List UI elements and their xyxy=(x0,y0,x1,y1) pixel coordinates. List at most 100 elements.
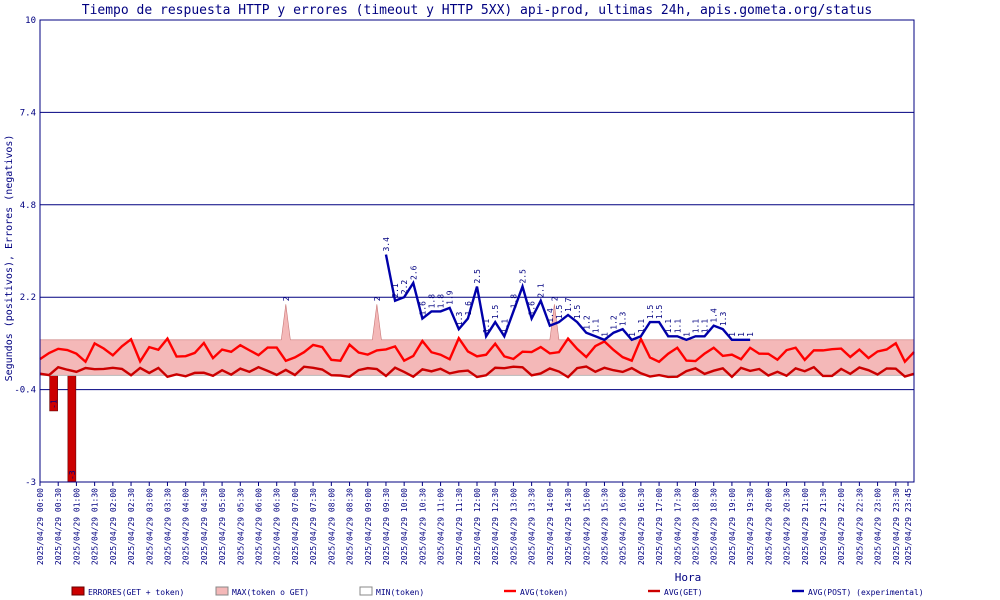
x-tick-label: 2025/04/29 07:30 xyxy=(309,488,318,565)
grid-lines xyxy=(40,111,914,391)
y-tick-label: 2.2 xyxy=(20,293,36,303)
post-data-label: 2.6 xyxy=(409,265,418,280)
post-data-label: 2.5 xyxy=(519,269,528,284)
avg-post-line xyxy=(384,254,751,342)
y-tick-label: -0.4 xyxy=(14,386,36,396)
post-data-label: 1.3 xyxy=(719,312,728,327)
avg-token-line xyxy=(39,335,915,364)
x-tick-label: 2025/04/29 12:30 xyxy=(491,488,500,565)
post-data-label: 1.1 xyxy=(637,319,646,334)
legend-swatch xyxy=(215,586,229,596)
x-tick-label: 2025/04/29 08:00 xyxy=(327,488,336,565)
post-data-label: 1.4 xyxy=(546,308,555,323)
x-tick-label: 2025/04/29 04:00 xyxy=(182,488,191,565)
max-area-fill xyxy=(39,304,915,376)
y-ticks: 10 7.4 4.8 2.2 -0.4 -3 xyxy=(14,16,36,488)
post-data-label: 1.2 xyxy=(610,315,619,330)
post-data-label: 1.7 xyxy=(564,297,573,312)
x-tick-label: 2025/04/29 10:30 xyxy=(418,488,427,565)
post-data-label: 1.6 xyxy=(418,301,427,316)
x-tick-label: 2025/04/29 13:00 xyxy=(509,488,518,565)
post-data-label: 1.2 xyxy=(582,315,591,330)
legend-label: ERRORES(GET + token) xyxy=(88,588,184,597)
post-data-label: 1.6 xyxy=(528,301,537,316)
x-tick-label: 2025/04/29 15:30 xyxy=(600,488,609,565)
x-tick-label: 2025/04/29 06:00 xyxy=(255,488,264,565)
post-data-label: 1.1 xyxy=(701,319,710,334)
post-data-label: 1.5 xyxy=(646,304,655,319)
legend-label: MIN(token) xyxy=(376,588,424,597)
x-tick-label: 2025/04/29 07:00 xyxy=(291,488,300,565)
post-data-label: 1 xyxy=(737,332,746,337)
x-tick-label: 2025/04/29 00:30 xyxy=(54,488,63,565)
x-tick-label: 2025/04/29 21:30 xyxy=(819,488,828,565)
x-tick-label: 2025/04/29 09:00 xyxy=(364,488,373,565)
chart-title: Tiempo de respuesta HTTP y errores (time… xyxy=(82,3,873,18)
x-tick-label: 2025/04/29 16:30 xyxy=(637,488,646,565)
post-data-label: 3.4 xyxy=(382,237,391,252)
post-data-label: 1.5 xyxy=(573,304,582,319)
post-data-label: 1.4 xyxy=(710,308,719,323)
x-tick-label: 2025/04/29 16:00 xyxy=(619,488,628,565)
y-tick-label: -3 xyxy=(25,478,36,488)
post-data-label: 1.3 xyxy=(455,312,464,327)
post-data-label: 1.5 xyxy=(491,304,500,319)
x-tick-label: 2025/04/29 05:30 xyxy=(236,488,245,565)
post-data-label: 1.5 xyxy=(555,304,564,319)
avg-lines xyxy=(39,254,915,379)
post-data-label: 1.8 xyxy=(509,294,518,309)
post-data-label: 1 xyxy=(746,332,755,337)
x-tick-label: 2025/04/29 19:30 xyxy=(746,488,755,565)
legend-label: MAX(token o GET) xyxy=(232,588,309,597)
x-tick-label: 2025/04/29 03:30 xyxy=(163,488,172,565)
x-ticks: 2025/04/29 00:00 2025/04/29 00:30 2025/04/… xyxy=(36,482,913,565)
x-tick-label: 2025/04/29 01:30 xyxy=(91,488,100,565)
x-tick-label: 2025/04/29 08:30 xyxy=(346,488,355,565)
x-tick-label: 2025/04/29 15:00 xyxy=(582,488,591,565)
x-tick-label: 2025/04/29 23:30 xyxy=(892,488,901,565)
post-data-label: 2.1 xyxy=(391,283,400,298)
error-bar xyxy=(67,375,77,483)
x-axis-label: Hora xyxy=(675,571,702,584)
y-tick-label: 4.8 xyxy=(20,201,36,211)
max-data-label: 2 xyxy=(550,296,559,301)
x-tick-label: 2025/04/29 05:00 xyxy=(218,488,227,565)
post-data-label: 1 xyxy=(628,332,637,337)
x-tick-label: 2025/04/29 02:00 xyxy=(109,488,118,565)
x-tick-label: 2025/04/29 22:30 xyxy=(855,488,864,565)
max-data-label: 2 xyxy=(282,296,291,301)
y-axis-label: Segundos (positivos), Errores (negativos… xyxy=(4,135,15,382)
avg-get-line xyxy=(39,365,915,379)
x-tick-label: 2025/04/29 06:30 xyxy=(273,488,282,565)
post-data-label: 1 xyxy=(682,332,691,337)
post-data-label: 1.1 xyxy=(673,319,682,334)
legend: ERRORES(GET + token) MAX(token o GET) MIN(… xyxy=(71,586,924,597)
post-data-label: 1.9 xyxy=(446,290,455,305)
post-data-label: 1.1 xyxy=(591,319,600,334)
post-data-label: 1.8 xyxy=(427,294,436,309)
post-data-label: 1.1 xyxy=(692,319,701,334)
x-tick-label: 2025/04/29 10:00 xyxy=(400,488,409,565)
x-tick-label: 2025/04/29 14:30 xyxy=(564,488,573,565)
y-tick-label: 10 xyxy=(25,16,36,26)
x-tick-label: 2025/04/29 19:00 xyxy=(728,488,737,565)
x-tick-label: 2025/04/29 13:30 xyxy=(528,488,537,565)
legend-swatch xyxy=(359,586,373,596)
x-tick-label: 2025/04/29 01:00 xyxy=(72,488,81,565)
post-data-label: 2.2 xyxy=(400,280,409,295)
post-data-label: 1.8 xyxy=(437,294,446,309)
legend-swatch xyxy=(71,586,85,596)
y-tick-label: 7.4 xyxy=(20,108,36,118)
legend-label: AVG(POST) (experimental) xyxy=(808,588,924,597)
post-data-label: 1.5 xyxy=(655,304,664,319)
x-tick-label: 2025/04/29 03:00 xyxy=(145,488,154,565)
x-tick-label: 2025/04/29 20:30 xyxy=(783,488,792,565)
error-data-label: -3 xyxy=(68,470,77,480)
error-data-label: -1 xyxy=(50,399,59,409)
post-data-label: 1 xyxy=(600,332,609,337)
x-tick-label: 2025/04/29 11:00 xyxy=(437,488,446,565)
post-data-label: 1.3 xyxy=(619,312,628,327)
x-tick-label: 2025/04/29 04:30 xyxy=(200,488,209,565)
x-tick-label: 2025/04/29 18:00 xyxy=(692,488,701,565)
